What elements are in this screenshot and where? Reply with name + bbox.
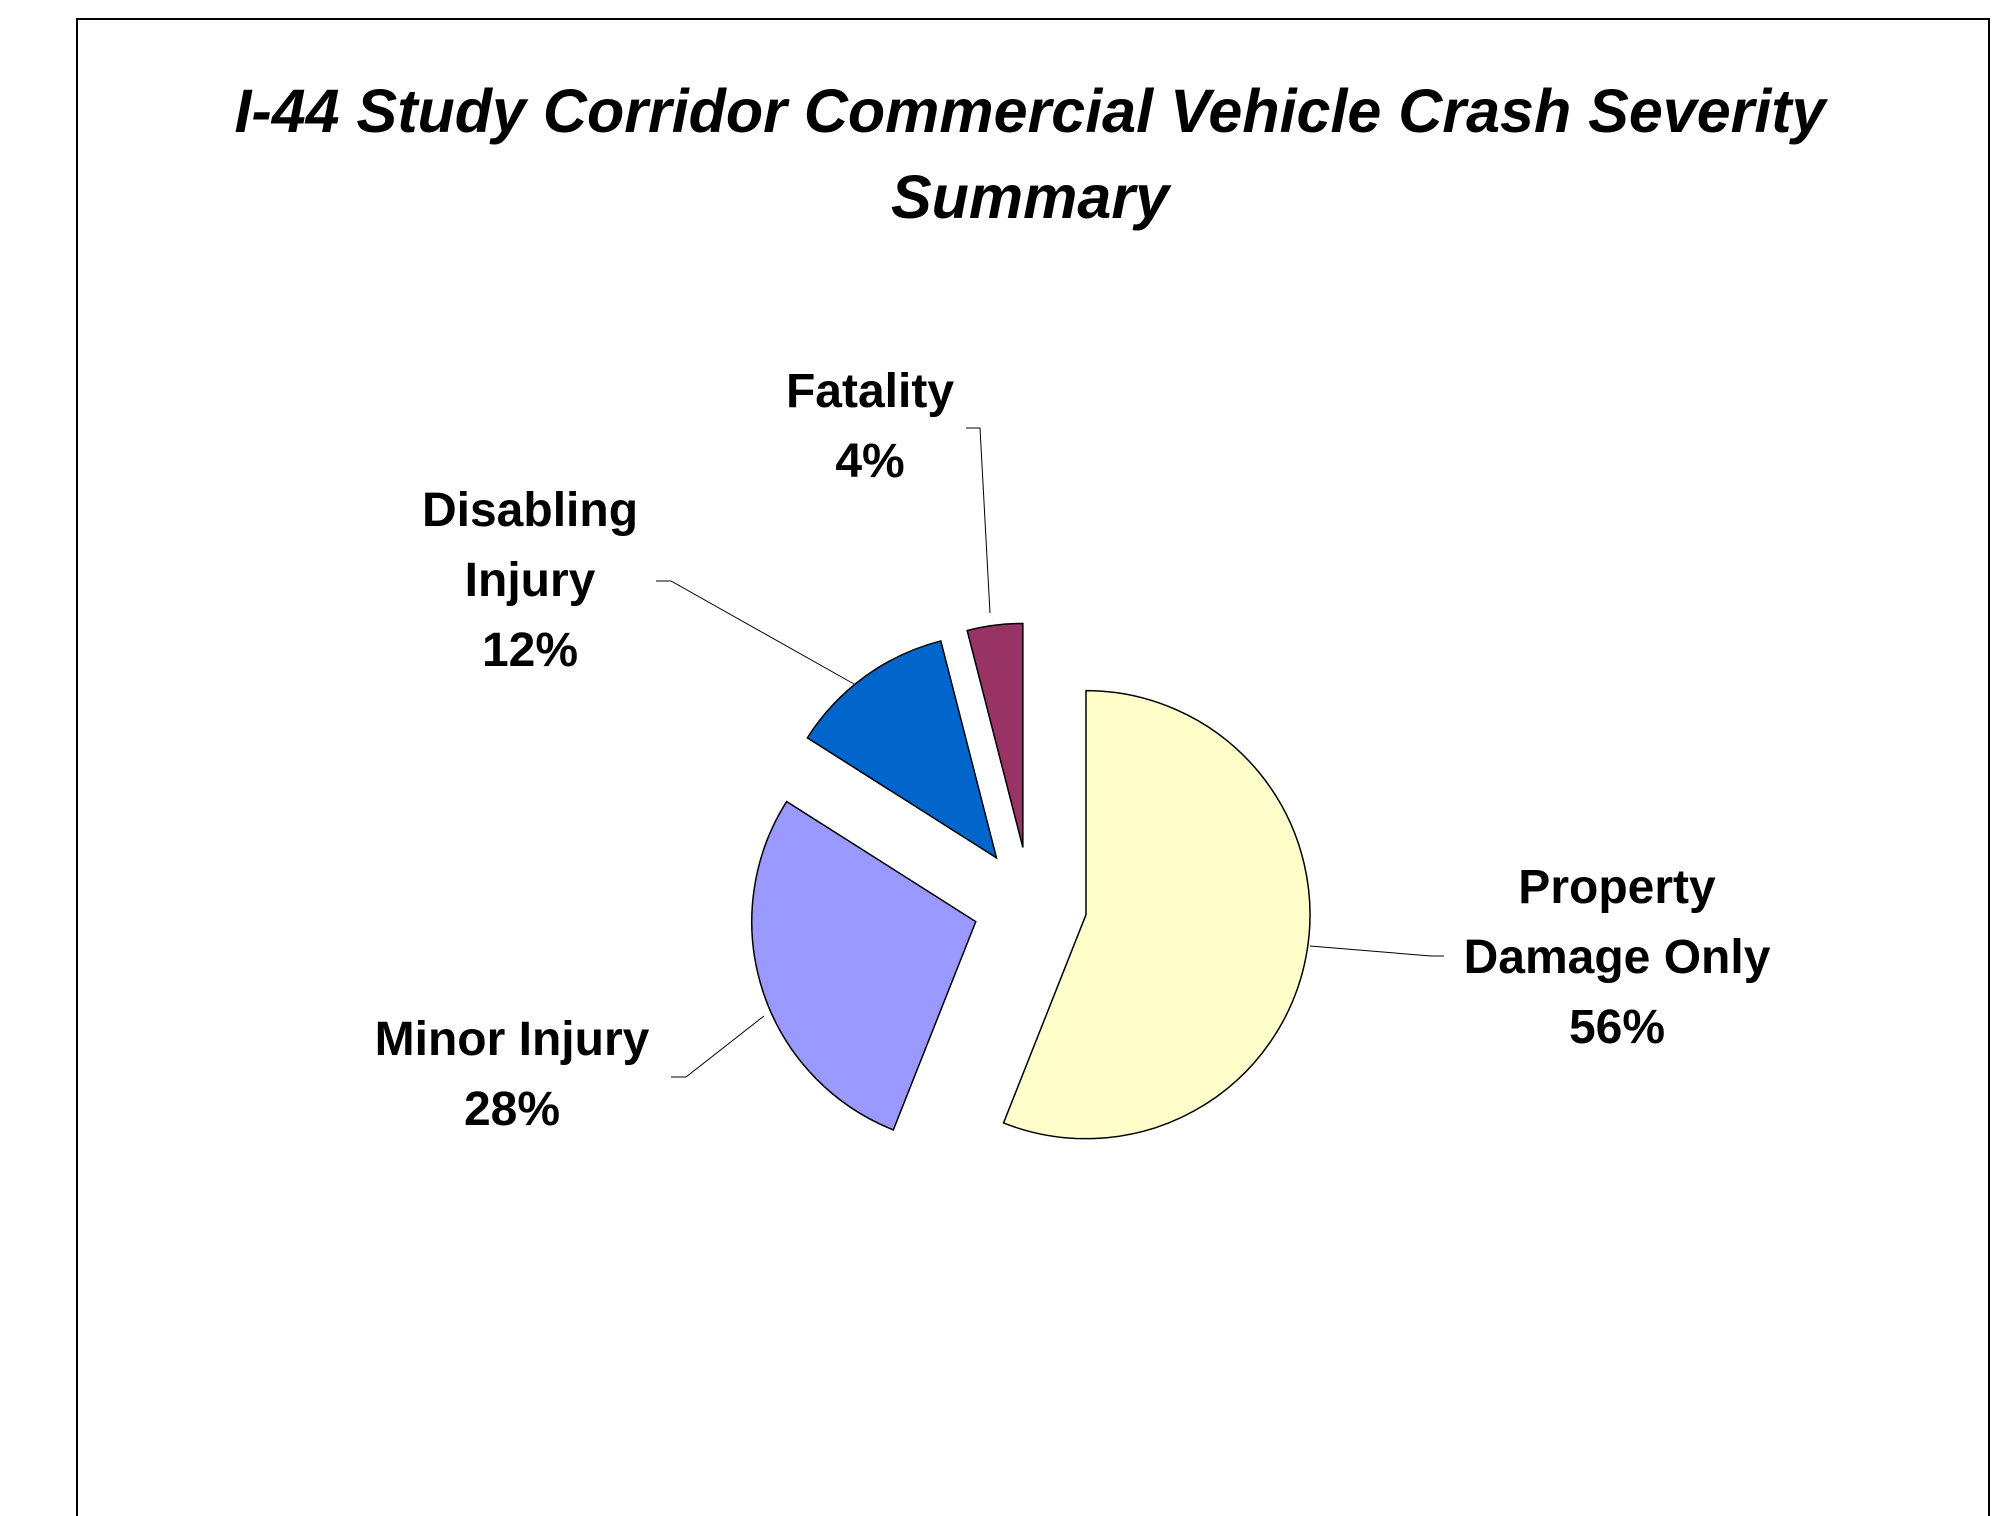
pie-slice (751, 800, 977, 1131)
chart-title: I-44 Study Corridor Commercial Vehicle C… (234, 77, 1826, 231)
slice-category: Disabling Injury (421, 484, 639, 607)
pie-slice (806, 640, 998, 860)
leader-line (1309, 945, 1444, 957)
slice-value: 4% (835, 435, 905, 488)
slice-label: Property Damage Only 56% (1427, 853, 1807, 1063)
slice-category: Fatality (785, 365, 955, 418)
slice-category: Minor Injury (374, 1013, 650, 1066)
pie-slice (1002, 689, 1311, 1140)
leader-line (656, 580, 855, 685)
slice-value: 56% (1568, 1001, 1666, 1054)
leader-line (671, 1015, 765, 1078)
chart-frame (76, 18, 1990, 1516)
slice-category: Property Damage Only (1463, 861, 1771, 984)
pie-slice (966, 622, 1024, 848)
slice-label: Disabling Injury 12% (400, 476, 660, 686)
slice-value: 28% (463, 1083, 561, 1136)
slice-value: 12% (481, 624, 579, 677)
leader-line (966, 427, 991, 614)
slice-label: Fatality 4% (720, 357, 1020, 497)
slice-label: Minor Injury 28% (342, 1005, 682, 1145)
